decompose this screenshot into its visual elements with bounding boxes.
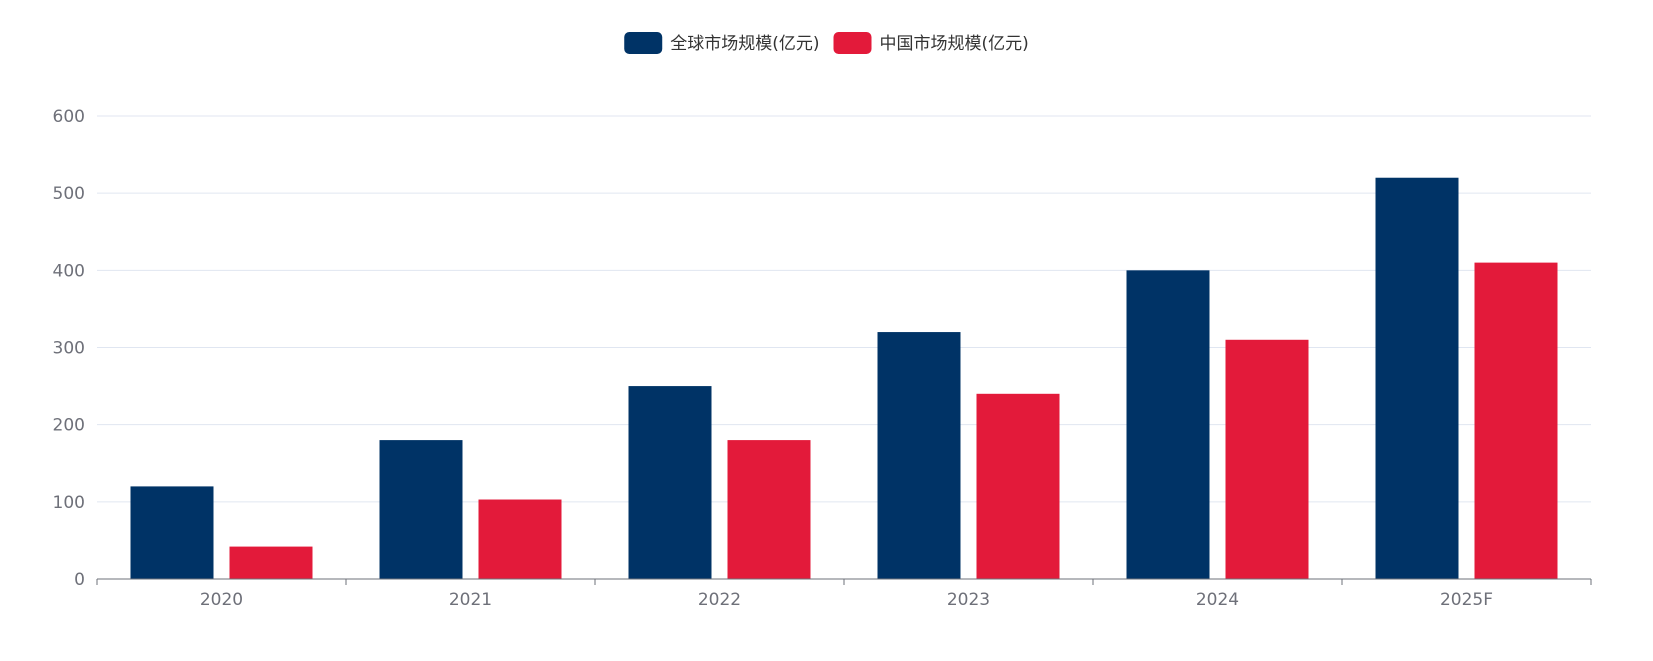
- bars: [130, 177, 1558, 579]
- x-tick-label: 2023: [947, 590, 990, 610]
- bar-series-1-2023[interactable]: [976, 393, 1060, 579]
- bar-series-1-2024[interactable]: [1225, 339, 1309, 579]
- bar-series-0-2024[interactable]: [1126, 270, 1210, 579]
- x-axis: 2020 2021 2022 2023 2024 2025F: [96, 578, 1592, 610]
- bar-series-1-2022[interactable]: [727, 440, 811, 579]
- y-tick-label: 300: [53, 339, 85, 359]
- bar-series-0-2023[interactable]: [877, 332, 961, 579]
- bar-series-0-2020[interactable]: [130, 486, 214, 579]
- grid-lines: [97, 115, 1591, 503]
- y-tick-label: 400: [53, 261, 85, 281]
- legend[interactable]: 全球市场规模(亿元) 中国市场规模(亿元): [624, 32, 1029, 54]
- bar-series-0-2022[interactable]: [628, 386, 712, 579]
- y-tick-label: 200: [53, 416, 85, 436]
- x-tick-label: 2022: [698, 590, 741, 610]
- x-tick-label: 2025F: [1440, 590, 1493, 610]
- legend-swatch: [833, 32, 872, 54]
- bar-series-1-2025F[interactable]: [1474, 262, 1558, 579]
- y-tick-label: 600: [53, 107, 85, 127]
- legend-label: 中国市场规模(亿元): [880, 34, 1029, 54]
- bar-series-1-2020[interactable]: [229, 546, 313, 579]
- legend-item-0[interactable]: 全球市场规模(亿元): [624, 32, 820, 54]
- legend-swatch: [624, 32, 663, 54]
- y-tick-label: 0: [74, 570, 85, 590]
- legend-label: 全球市场规模(亿元): [670, 34, 819, 54]
- bar-series-0-2025F[interactable]: [1375, 177, 1459, 579]
- y-axis: 0 100 200 300 400 500 600: [53, 107, 85, 590]
- y-tick-label: 100: [53, 493, 85, 513]
- bar-series-0-2021[interactable]: [379, 440, 463, 579]
- x-tick-label: 2024: [1196, 590, 1239, 610]
- y-tick-label: 500: [53, 184, 85, 204]
- x-tick-label: 2020: [200, 590, 243, 610]
- bar-series-1-2021[interactable]: [478, 499, 562, 579]
- legend-item-1[interactable]: 中国市场规模(亿元): [833, 32, 1029, 54]
- x-tick-label: 2021: [449, 590, 492, 610]
